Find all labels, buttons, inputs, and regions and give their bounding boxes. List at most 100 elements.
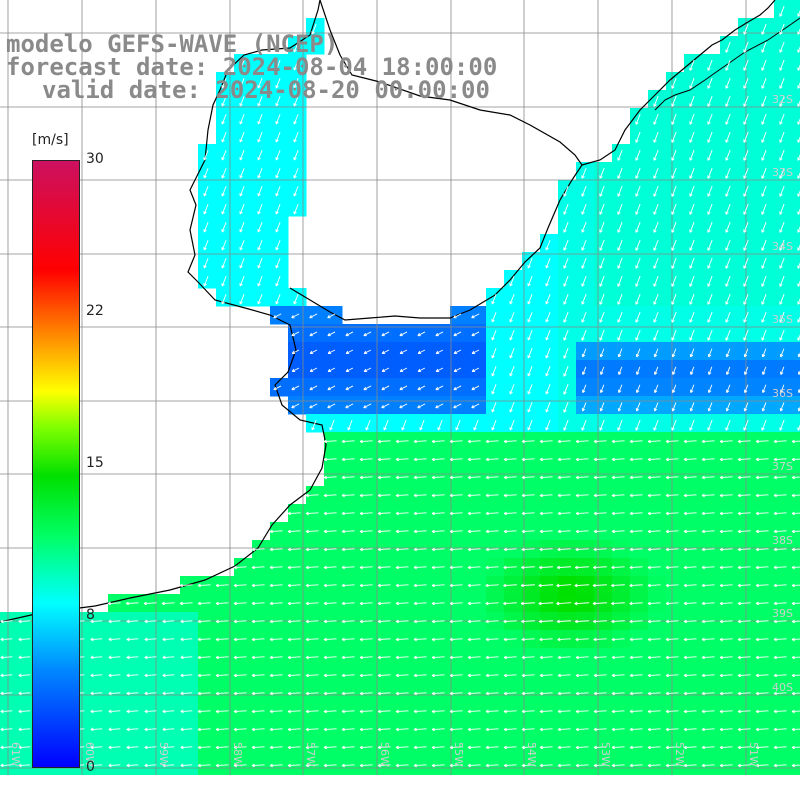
wind-arrow [582,366,587,375]
wind-arrow [432,602,445,605]
wind-arrow-head [233,673,237,676]
wind-arrow-head [737,619,741,622]
wind-arrow [396,548,409,551]
wind-arrow-head [377,439,381,442]
wind-arrow [593,566,607,569]
wind-arrow [774,494,787,497]
wind-arrow [563,311,569,323]
wind-arrow [792,746,800,749]
wind-arrow [725,185,731,197]
wind-arrow-head [108,637,112,640]
wind-arrow [198,764,211,767]
wind-arrow-head [431,691,435,694]
wind-arrow [774,728,787,731]
wind-arrow-head [755,637,759,640]
wind-arrow [666,710,679,713]
wind-arrow [509,294,515,305]
wind-arrow-head [467,691,471,694]
wind-arrow [707,329,713,341]
wind-speed-cell [792,36,800,55]
wind-arrow-head [520,601,524,605]
wind-arrow-head [305,745,309,748]
wind-arrow-head [683,529,687,532]
wind-arrow-head [538,565,542,568]
wind-arrow [275,186,281,197]
wind-arrow-head [556,583,560,587]
wind-arrow [797,64,800,71]
wind-arrow-head [791,547,795,550]
wind-arrow [702,620,715,623]
wind-arrow-head [162,709,166,712]
wind-arrow-head [377,511,381,514]
wind-arrow [774,638,787,641]
wind-arrow [257,240,263,251]
wind-arrow [671,329,677,341]
wind-arrow [342,638,355,641]
wind-arrow [756,602,769,605]
wind-arrow-head [341,493,345,496]
wind-arrow [293,60,299,71]
wind-arrow-head [791,709,795,712]
wind-arrow [779,77,785,89]
wind-arrow-head [18,709,22,712]
wind-arrow-head [0,763,4,766]
wind-speed-cell [792,270,800,289]
wind-arrow [324,656,337,659]
wind-arrow-head [323,637,327,640]
wind-arrow [234,584,247,587]
wind-arrow [599,203,605,215]
wind-arrow-head [161,601,165,604]
lon-label: 58W [231,742,244,767]
wind-arrow [648,440,661,443]
wind-arrow-head [683,709,687,712]
wind-arrow [275,60,281,71]
wind-arrow [538,584,554,587]
wind-arrow-head [755,529,759,532]
wind-arrow-head [180,709,184,712]
wind-arrow [216,602,229,605]
wind-arrow-head [341,475,345,478]
wind-arrow [327,349,336,354]
wind-arrow [780,348,785,358]
wind-arrow [653,131,659,143]
wind-arrow [527,258,533,269]
wind-arrow [144,620,157,622]
wind-arrow [288,512,301,515]
wind-arrow-head [143,601,147,604]
wind-arrow [432,764,445,767]
wind-arrow [293,78,299,89]
wind-arrow [162,674,175,676]
wind-arrow-head [435,332,438,336]
wind-arrow [592,584,608,587]
wind-arrow [414,440,427,443]
wind-arrow [468,566,481,569]
wind-arrow [743,221,749,233]
wind-arrow-head [0,655,4,658]
wind-arrow [756,620,769,623]
wind-arrow [363,367,372,372]
wind-arrow [126,620,139,622]
wind-arrow [396,494,409,497]
wind-arrow [672,366,677,375]
wind-arrow [417,331,426,337]
wind-arrow-head [345,368,349,372]
wind-arrow [509,276,515,287]
wind-arrow [612,728,625,731]
wind-speed-cell [792,342,800,361]
wind-arrow [327,385,336,391]
wind-arrow-head [359,655,363,658]
wind-arrow [792,530,800,533]
wind-arrow-head [341,655,345,658]
wind-arrow [743,293,749,305]
wind-arrow-head [773,601,777,604]
wind-arrow [558,656,571,659]
wind-arrow [599,221,605,233]
wind-arrow-head [327,386,330,390]
wind-arrow [540,692,553,695]
wind-arrow [291,403,300,409]
wind-arrow [545,258,551,269]
wind-arrow [432,476,445,479]
wind-arrow [756,548,769,551]
wind-arrow [576,764,589,767]
wind-arrow [612,458,625,461]
